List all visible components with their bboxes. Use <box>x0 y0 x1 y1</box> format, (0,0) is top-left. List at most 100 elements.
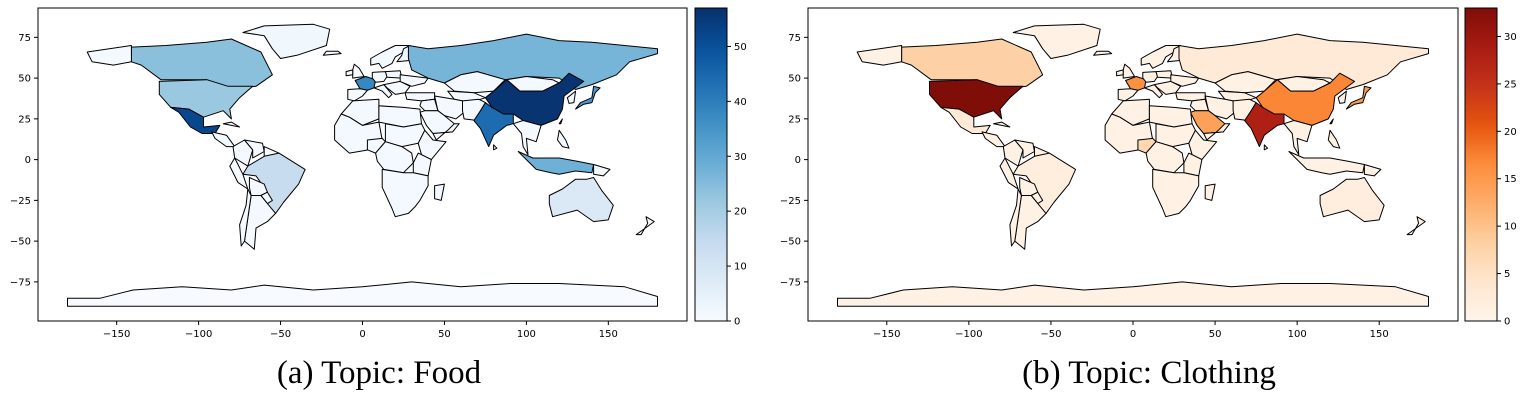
x-tick-label: 150 <box>599 329 618 340</box>
x-tick-label: 100 <box>1288 329 1307 340</box>
country-alaska <box>86 45 132 66</box>
country-italy <box>1144 84 1163 99</box>
country-madagascar <box>434 183 445 201</box>
y-tick-label: 75 <box>788 33 801 44</box>
country-poland <box>1155 70 1173 79</box>
colorbar-tick-label: 20 <box>1504 127 1517 138</box>
country-japan <box>1345 85 1372 110</box>
country-indonesia <box>517 151 595 175</box>
colorbar-tick-label: 0 <box>1504 317 1510 328</box>
y-tick-label: 50 <box>788 74 801 85</box>
country-antarctica <box>67 281 658 307</box>
country-brazil <box>1012 152 1077 214</box>
country-colombia <box>1002 139 1024 167</box>
country-india <box>1244 102 1285 148</box>
country-russia <box>1178 33 1429 90</box>
country-cuba <box>993 121 1011 128</box>
colorbar-tick-label: 25 <box>1504 79 1517 90</box>
colorbar-tick-label: 10 <box>734 262 747 273</box>
country-venezuela <box>1014 139 1035 159</box>
x-tick-label: 0 <box>359 329 365 340</box>
x-tick-label: −50 <box>1040 329 1061 340</box>
world-map <box>837 23 1429 307</box>
country-new-guinea <box>1363 164 1382 177</box>
country-venezuela <box>244 139 265 159</box>
x-tick-label: −100 <box>185 329 212 340</box>
country-greenland <box>242 23 331 59</box>
country-ireland <box>1116 69 1124 77</box>
world-map <box>67 23 658 307</box>
x-tick-label: 150 <box>1370 329 1389 340</box>
country-russia <box>407 33 658 90</box>
country-india <box>473 102 514 148</box>
colorbar-tick-label: 30 <box>1504 32 1517 43</box>
colorbar <box>694 7 728 322</box>
panel-food: −150 −100 −50 0 50 100 150 75 50 25 0 −25 −50 −75 0 10 2… <box>10 7 747 340</box>
country-ireland <box>345 69 354 77</box>
country-se-asia <box>512 120 542 156</box>
country-central-africa <box>1145 141 1185 174</box>
country-philippines <box>1327 129 1341 149</box>
y-tick-label: 0 <box>795 155 801 166</box>
country-mexico <box>940 106 991 134</box>
x-tick-label: 0 <box>1130 329 1136 340</box>
colorbar-tick-label: 40 <box>734 97 747 108</box>
country-sudan-chad <box>1155 123 1196 148</box>
country-ukraine <box>399 74 429 87</box>
country-antarctica <box>837 281 1429 307</box>
country-colombia <box>232 139 254 167</box>
country-sudan-chad <box>384 123 426 148</box>
x-tick-label: 100 <box>517 329 536 340</box>
country-ukraine <box>1170 74 1200 87</box>
country-brazil <box>242 152 306 214</box>
country-central-africa <box>375 141 414 174</box>
country-alaska <box>856 45 903 66</box>
y-tick-label: −50 <box>780 237 801 248</box>
x-tick-label: 50 <box>438 329 451 340</box>
y-tick-label: −25 <box>10 196 31 207</box>
country-peru <box>229 157 249 190</box>
country-canada <box>130 38 273 90</box>
x-tick-label: −150 <box>873 329 900 340</box>
x-tick-label: −50 <box>270 329 291 340</box>
x-tick-label: 50 <box>1209 329 1222 340</box>
x-tick-label: −100 <box>955 329 982 340</box>
country-iraq-syria <box>419 98 439 112</box>
country-italy <box>373 84 393 99</box>
country-se-asia <box>1283 120 1313 156</box>
country-iraq-syria <box>1189 98 1209 112</box>
colorbar-tick-label: 10 <box>1504 222 1517 233</box>
y-tick-label: −50 <box>10 237 31 248</box>
country-new-zealand <box>635 216 655 236</box>
country-uk <box>1122 63 1136 79</box>
country-nigeria <box>366 137 386 154</box>
country-southern-africa <box>1152 168 1200 218</box>
colorbar-tick-label: 15 <box>1504 174 1517 185</box>
country-australia <box>1319 177 1385 223</box>
colorbar-tick-label: 5 <box>1504 269 1510 280</box>
country-sri-lanka <box>493 144 498 151</box>
country-philippines <box>557 129 570 149</box>
colorbar-tick-label: 50 <box>734 42 747 53</box>
country-new-zealand <box>1406 216 1426 236</box>
y-tick-label: −75 <box>10 277 31 288</box>
country-madagascar <box>1204 183 1216 201</box>
country-peru <box>999 157 1019 190</box>
country-central-america <box>211 131 236 148</box>
country-nigeria <box>1137 137 1157 154</box>
colorbar <box>1464 7 1498 322</box>
country-uk <box>352 63 365 79</box>
country-southern-africa <box>381 168 429 218</box>
country-spain <box>347 88 368 102</box>
colorbar-tick-label: 30 <box>734 152 747 163</box>
country-germany <box>1142 71 1159 83</box>
country-new-guinea <box>593 164 611 177</box>
caption-clothing: (b) Topic: Clothing <box>1022 355 1276 391</box>
y-tick-label: 75 <box>18 33 31 44</box>
colorbar-tick-label: 20 <box>734 207 747 218</box>
country-poland <box>384 70 403 79</box>
country-korea <box>566 90 577 104</box>
country-central-america <box>981 131 1006 148</box>
y-tick-label: 25 <box>18 114 31 125</box>
country-iceland <box>322 50 342 56</box>
